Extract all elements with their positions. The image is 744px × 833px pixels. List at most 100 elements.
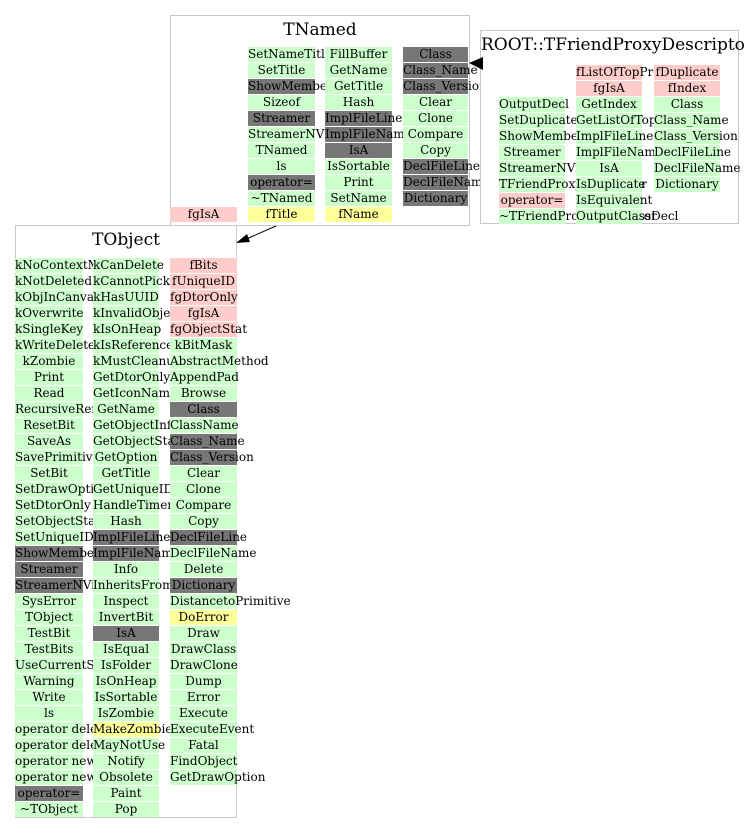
friend-col2: fListOfTopProxies fgIsA GetIndex GetListOfT…: [576, 65, 701, 225]
tobject-col3-member: DeclFileName: [170, 546, 257, 561]
tobject-col2-member: Hash: [93, 514, 159, 529]
tobject-col3: fBits fUniqueID fgDtorOnly fgIsA fgObjectSta…: [170, 258, 291, 786]
tnamed-col2-member: FillBuffer: [325, 47, 392, 62]
tnamed-col3-member: Clear: [403, 95, 468, 110]
tobject-col3-member: Dump: [170, 674, 237, 689]
tnamed-col1: SetNameTitle SetTitle ShowMembers Sizeof Str…: [248, 47, 357, 223]
tobject-col2-member: Paint: [93, 786, 159, 801]
friend-col2-member: IsDuplicate: [576, 177, 646, 192]
tobject-col1-member: Write: [15, 690, 83, 705]
tnamed-col3-member: Class: [403, 47, 468, 62]
tobject-col3-member: ClassName: [170, 418, 239, 433]
tobject-col3-member: DoError: [170, 610, 237, 625]
tobject-col1-member: ~TObject: [15, 802, 83, 817]
tnamed-col1-member: Streamer: [248, 111, 315, 126]
friend-col1-member: Streamer: [499, 145, 565, 160]
tnamed-col2-member: GetName: [325, 63, 392, 78]
tobject-col3-member: Class_Version: [170, 450, 254, 465]
tobject-col3-member: Clear: [170, 466, 237, 481]
tnamed-col2-member: fName: [325, 207, 392, 222]
tnamed-col1-member: ls: [248, 159, 315, 174]
tnamed-col2-member: Print: [325, 175, 392, 190]
tobject-col1-member: kZombie: [15, 354, 83, 369]
tobject-col2-member: IsEqual: [93, 642, 159, 657]
tnamed-col1-member: ~TNamed: [248, 191, 315, 206]
tobject-col2-member: kCanDelete: [93, 258, 164, 273]
tnamed-col3-member: Copy: [403, 143, 468, 158]
tobject-col3-member: DrawClone: [170, 658, 238, 673]
tobject-col3-member: Delete: [170, 562, 237, 577]
tnamed-col2-member: ImplFileLine: [325, 111, 403, 126]
tobject-col1-member: SetDtorOnly: [15, 498, 91, 513]
tnamed-col2-member: GetTitle: [325, 79, 392, 94]
tobject-col3-member: Clone: [170, 482, 237, 497]
friend-col3-member: fIndex: [654, 81, 720, 96]
tobject-col2-member: kHasUUID: [93, 290, 159, 305]
tobject-col3-member: Draw: [170, 626, 237, 641]
tobject-col2-member: GetObjectStat: [93, 434, 180, 449]
friend-col2-member: ImplFileName: [576, 145, 663, 160]
tobject-col1-member: TestBit: [15, 626, 83, 641]
tobject-col1-member: operator=: [15, 786, 83, 801]
tobject-col3-member: Copy: [170, 514, 237, 529]
friend-col2-member: GetIndex: [576, 97, 642, 112]
tnamed-col1-member: fTitle: [248, 207, 315, 222]
tobject-col1-member: SysError: [15, 594, 83, 609]
friend-col3-member: Class_Version: [654, 129, 738, 144]
tobject-col3-member: fgIsA: [170, 306, 237, 321]
tobject-col2-member: Pop: [93, 802, 159, 817]
friend-col3-member: fDuplicate: [654, 65, 720, 80]
friend-col2-member: IsA: [576, 161, 642, 176]
tobject-col2-member: GetIconName: [93, 386, 178, 401]
friend-col1-member: SetDuplicate: [499, 113, 578, 128]
tnamed-col3-member: Class_Name: [403, 63, 478, 78]
tobject-col3-member: DrawClass: [170, 642, 237, 657]
friend-col1-member: OutputDecl: [499, 97, 569, 112]
tobject-col2-member: ImplFileName: [93, 546, 180, 561]
tobject-col2-member: IsFolder: [93, 658, 159, 673]
friend-col3: fDuplicate fIndex Class Class_Name Class_Ver…: [654, 65, 741, 193]
tnamed-col3-member: DeclFileName: [403, 175, 490, 190]
tobject-col1-member: Warning: [15, 674, 83, 689]
tobject-col3-member: Compare: [170, 498, 237, 513]
tobject-col1-member: ResetBit: [15, 418, 83, 433]
tnamed-to-tobject-arrowhead: [236, 234, 250, 243]
tobject-col2-member: IsOnHeap: [93, 674, 159, 689]
tobject-col2-member: ImplFileLine: [93, 530, 171, 545]
friend-col3-member: Class: [654, 97, 720, 112]
friend-col3-member: DeclFileLine: [654, 145, 732, 160]
tnamed-col3-member: Class_Version: [403, 79, 487, 94]
tobject-col3-member: Class: [170, 402, 237, 417]
tobject-col2-member: HandleTimer: [93, 498, 174, 513]
tobject-col2-member: kCannotPick: [93, 274, 171, 289]
tobject-col1-member: operator new: [15, 754, 97, 769]
tobject-col2-member: GetObjectInfo: [93, 418, 179, 433]
friend-col1-member: operator=: [499, 193, 565, 208]
tnamed-col1-member: operator=: [248, 175, 315, 190]
tobject-col2-member: GetTitle: [93, 466, 159, 481]
tobject-col1-member: SetUniqueID: [15, 530, 94, 545]
tobject-col1-member: TObject: [15, 610, 83, 625]
tnamed-col3-member: Dictionary: [403, 191, 468, 206]
tobject-col2-member: GetOption: [93, 450, 159, 465]
tobject-col2-member: Info: [93, 562, 159, 577]
tobject-col3-member: Error: [170, 690, 237, 705]
tnamed-col2-member: SetName: [325, 191, 392, 206]
tnamed-col2: FillBuffer GetName GetTitle Hash ImplFileLin…: [325, 47, 412, 223]
tobject-col2-member: InvertBit: [93, 610, 159, 625]
tobject-col3-member: Fatal: [170, 738, 237, 753]
tobject-col3-member: fBits: [170, 258, 237, 273]
tobject-col2-member: Inspect: [93, 594, 159, 609]
tobject-col2: kCanDelete kCannotPick kHasUUID kInvalidObj…: [93, 258, 182, 818]
tobject-col1-member: SetBit: [15, 466, 83, 481]
tobject-col1-member: Print: [15, 370, 83, 385]
friend-col3-member: Dictionary: [654, 177, 720, 192]
tobject-col2-member: GetName: [93, 402, 159, 417]
tobject-col2-member: Notify: [93, 754, 159, 769]
friend-proxy-title: ROOT::TFriendProxyDescriptor: [481, 35, 744, 55]
tobject-col3-member: ExecuteEvent: [170, 722, 255, 737]
tobject-col1-member: kObjInCanvas: [15, 290, 101, 305]
tobject-col3-member: DeclFileLine: [170, 530, 248, 545]
tobject-col2-member: GetUniqueID: [93, 482, 174, 497]
